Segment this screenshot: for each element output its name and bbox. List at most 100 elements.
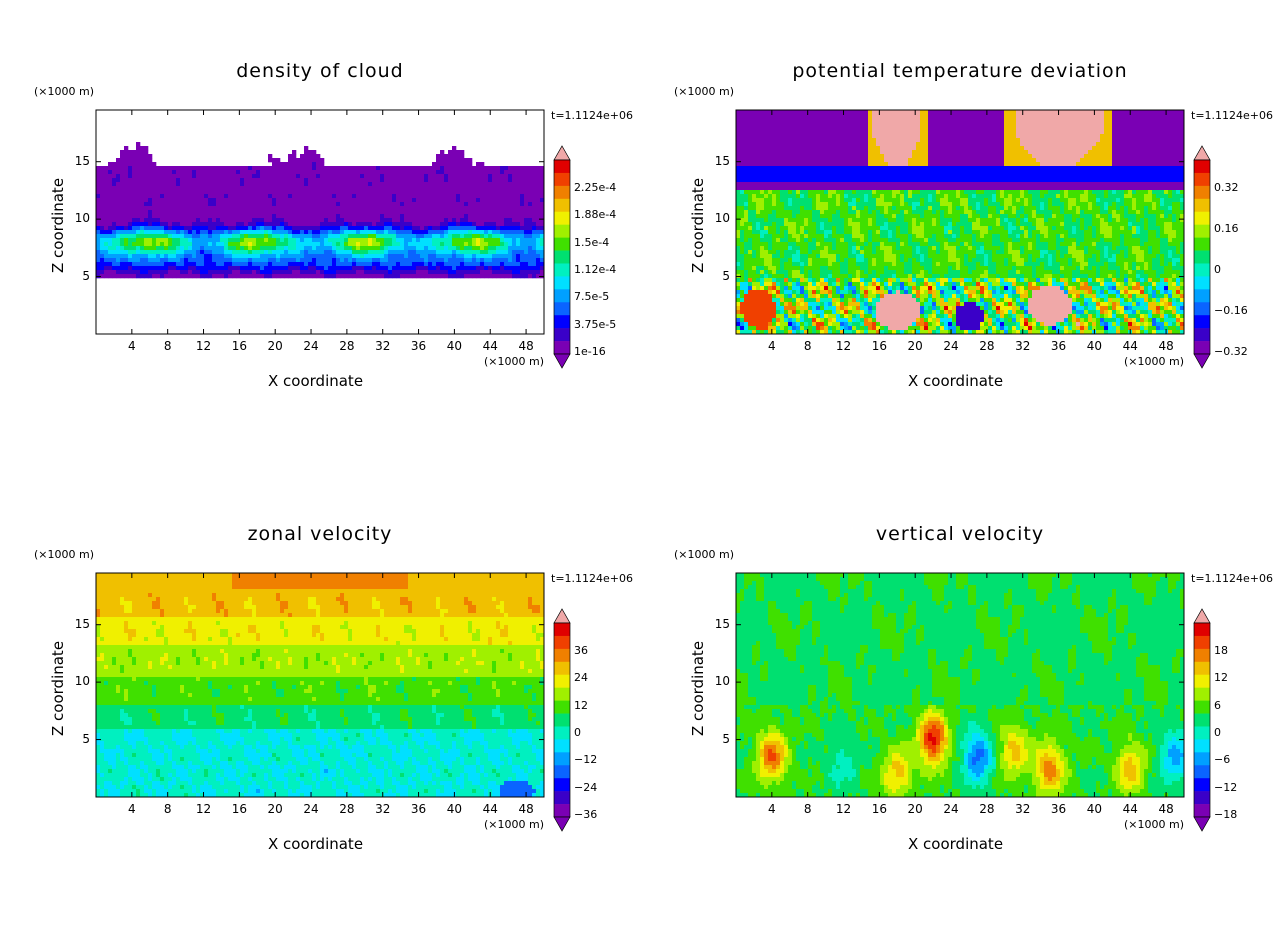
heatmap-cell [180, 194, 185, 199]
heatmap-cell [228, 238, 233, 243]
heatmap-cell [232, 222, 237, 227]
heatmap-cell [392, 218, 397, 223]
heatmap-cell [236, 186, 241, 191]
heatmap-cell [112, 190, 117, 195]
heatmap-cell [148, 162, 153, 167]
heatmap-cell [992, 158, 997, 163]
heatmap-cell [244, 238, 249, 243]
heatmap-cell [1168, 162, 1173, 167]
heatmap-cell [396, 222, 401, 227]
heatmap-cell [128, 194, 133, 199]
heatmap-cell [284, 266, 289, 271]
heatmap-cell [364, 226, 369, 231]
heatmap-cell [1048, 146, 1053, 151]
heatmap-cell [208, 266, 213, 271]
heatmap-cell [532, 258, 537, 263]
heatmap-cell [140, 182, 145, 187]
heatmap-cell [1068, 158, 1073, 163]
heatmap-cell [896, 126, 901, 131]
heatmap-cell [1052, 138, 1057, 143]
heatmap-cell [1004, 150, 1009, 155]
heatmap-cell [812, 142, 817, 147]
heatmap-cell [200, 222, 205, 227]
heatmap-cell [348, 190, 353, 195]
heatmap-cell [348, 262, 353, 267]
heatmap-cell [184, 178, 189, 183]
heatmap-cell [472, 174, 477, 179]
heatmap-cell [104, 222, 109, 227]
heatmap-cell [476, 214, 481, 219]
heatmap-cell [408, 274, 413, 279]
heatmap-cell [440, 182, 445, 187]
heatmap-cell [508, 202, 513, 207]
heatmap-cell [516, 190, 521, 195]
heatmap-cell [452, 222, 457, 227]
heatmap-cell [504, 242, 509, 247]
heatmap-cell [960, 146, 965, 151]
heatmap-cell [368, 210, 373, 215]
heatmap-cell [1108, 158, 1113, 163]
heatmap-cell [824, 130, 829, 135]
heatmap-cell [220, 182, 225, 187]
heatmap-cell [204, 262, 209, 267]
heatmap-cell [1104, 154, 1109, 159]
heatmap-cell [180, 234, 185, 239]
heatmap-cell [384, 194, 389, 199]
heatmap-cell [508, 238, 513, 243]
heatmap-cell [484, 206, 489, 211]
heatmap-cell [788, 110, 793, 115]
heatmap-cell [364, 202, 369, 207]
heatmap-cell [1028, 138, 1033, 143]
heatmap-cell [484, 190, 489, 195]
heatmap-cell [348, 166, 353, 171]
heatmap-cell [204, 170, 209, 175]
heatmap-cell [1060, 114, 1065, 119]
heatmap-cell [344, 258, 349, 263]
heatmap-cell [432, 186, 437, 191]
heatmap-cell [908, 150, 913, 155]
heatmap-cell [800, 118, 805, 123]
heatmap-cell [420, 262, 425, 267]
heatmap-cell [736, 166, 741, 171]
heatmap-cell [292, 162, 297, 167]
heatmap-cell [212, 210, 217, 215]
heatmap-cell [1180, 158, 1185, 163]
heatmap-cell [240, 274, 245, 279]
heatmap-cell [400, 270, 405, 275]
heatmap-cell [316, 258, 321, 263]
heatmap-cell [452, 258, 457, 263]
heatmap-cell [1068, 114, 1073, 119]
heatmap-cell [1064, 134, 1069, 139]
heatmap-cell [380, 250, 385, 255]
heatmap-cell [376, 190, 381, 195]
heatmap-cell [264, 266, 269, 271]
heatmap-cell [316, 206, 321, 211]
heatmap-cell [1024, 142, 1029, 147]
heatmap-cell [164, 166, 169, 171]
heatmap-cell [188, 238, 193, 243]
heatmap-cell [168, 210, 173, 215]
heatmap-cell [132, 210, 137, 215]
heatmap-cell [108, 246, 113, 251]
heatmap-cell [1044, 146, 1049, 151]
heatmap-cell [1120, 146, 1125, 151]
heatmap-cell [168, 270, 173, 275]
heatmap-cell [836, 162, 841, 167]
heatmap-cell [796, 154, 801, 159]
heatmap-cell [436, 178, 441, 183]
heatmap-cell [1152, 114, 1157, 119]
heatmap-cell [784, 158, 789, 163]
heatmap-cell [808, 138, 813, 143]
heatmap-cell [904, 150, 909, 155]
heatmap-cell [1012, 166, 1017, 171]
heatmap-cell [284, 222, 289, 227]
heatmap-cell [524, 190, 529, 195]
heatmap-cell [1092, 122, 1097, 127]
heatmap-cell [124, 266, 129, 271]
heatmap-cell [1052, 118, 1057, 123]
heatmap-cell [500, 246, 505, 251]
heatmap-cell [460, 234, 465, 239]
heatmap-cell [484, 266, 489, 271]
heatmap-cell [472, 238, 477, 243]
heatmap-cell [156, 226, 161, 231]
